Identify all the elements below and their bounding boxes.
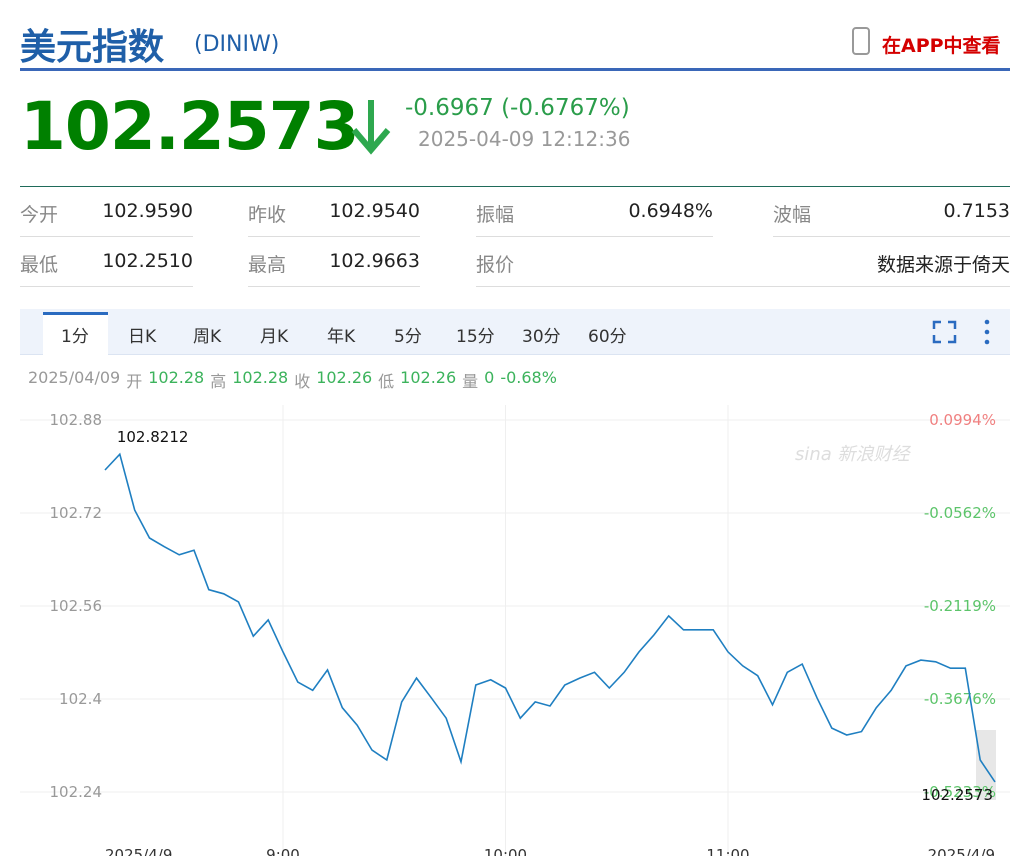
fullscreen-icon[interactable] bbox=[932, 320, 957, 344]
info-label: 开 bbox=[126, 372, 143, 391]
stat-value: 0.7153 bbox=[943, 200, 1010, 222]
y-tick-label: 102.4 bbox=[59, 690, 102, 708]
active-tab bbox=[43, 312, 108, 355]
info-label: 收 bbox=[294, 372, 311, 391]
phone-icon[interactable] bbox=[852, 27, 870, 55]
price-line bbox=[104, 452, 996, 783]
app-link[interactable]: 在APP中查看 bbox=[882, 35, 1001, 57]
y-tick-label: 102.56 bbox=[50, 597, 103, 615]
cell-rule bbox=[773, 236, 1010, 237]
y2-tick-label: -0.2119% bbox=[924, 597, 996, 615]
info-value: 0 bbox=[484, 368, 495, 387]
info-value: 102.28 bbox=[148, 368, 205, 387]
price: 102.2573 bbox=[20, 88, 360, 165]
x-tick-label: 10:00 bbox=[484, 846, 527, 856]
y-tick-label: 102.88 bbox=[50, 411, 103, 429]
tab[interactable]: 周K bbox=[193, 327, 222, 347]
stat-value: 102.2510 bbox=[102, 250, 193, 272]
info-value: 102.26 bbox=[316, 368, 373, 387]
title: 美元指数 bbox=[20, 27, 165, 68]
toolbar-icons bbox=[932, 319, 990, 345]
info-value: 102.26 bbox=[400, 368, 457, 387]
cursor-highlight bbox=[976, 730, 996, 800]
cell-rule bbox=[476, 236, 713, 237]
last-label: 102.2573 bbox=[921, 786, 993, 804]
y2-tick-label: -0.0562% bbox=[924, 504, 996, 522]
cell-rule bbox=[20, 286, 193, 287]
x-tick-label: 2025/4/9 bbox=[105, 846, 172, 856]
info-label: 低 bbox=[378, 372, 395, 391]
tab-bar bbox=[20, 309, 1010, 355]
stat-label: 最低 bbox=[20, 254, 59, 276]
stat-value: 0.6948% bbox=[628, 200, 713, 222]
tab[interactable]: 15分 bbox=[456, 327, 495, 347]
tab[interactable]: 年K bbox=[327, 327, 356, 347]
tab[interactable]: 60分 bbox=[588, 327, 627, 347]
stats-rule bbox=[20, 186, 1010, 187]
y2-tick-label: 0.0994% bbox=[929, 411, 996, 429]
x-tick-label: 2025/4/9 bbox=[928, 846, 995, 856]
tab[interactable]: 月K bbox=[260, 327, 289, 347]
y-tick-label: 102.72 bbox=[50, 504, 103, 522]
stat-value: 102.9540 bbox=[329, 200, 420, 222]
stat-value: 102.9590 bbox=[102, 200, 193, 222]
info-change: -0.68% bbox=[500, 368, 557, 387]
stat-label: 报价 bbox=[476, 254, 515, 276]
y2-tick-label: -0.5233% bbox=[924, 783, 996, 801]
quote-time: 2025-04-09 12:12:36 bbox=[418, 127, 631, 151]
stat-value: 数据来源于倚天 bbox=[876, 254, 1010, 276]
symbol-code: (DINIW) bbox=[194, 32, 280, 57]
header-rule bbox=[20, 68, 1010, 71]
x-tick-label: 11:00 bbox=[706, 846, 749, 856]
cell-rule bbox=[248, 286, 420, 287]
more-icon[interactable] bbox=[984, 319, 990, 345]
tab[interactable]: 日K bbox=[128, 327, 157, 347]
x-tick-label: 9:00 bbox=[266, 846, 300, 856]
max-label: 102.8212 bbox=[117, 428, 189, 446]
tab[interactable]: 30分 bbox=[522, 327, 561, 347]
info-label: 量 bbox=[462, 372, 479, 391]
info-label: 高 bbox=[210, 372, 227, 391]
info-value: 102.28 bbox=[232, 368, 289, 387]
y-tick-label: 102.24 bbox=[50, 783, 103, 801]
stat-label: 最高 bbox=[248, 254, 287, 276]
tab[interactable]: 5分 bbox=[394, 327, 422, 347]
y2-tick-label: -0.3676% bbox=[924, 690, 996, 708]
price-change: -0.6967 (-0.6767%) bbox=[405, 95, 630, 121]
stat-value: 102.9663 bbox=[329, 250, 420, 272]
info-date: 2025/04/09 bbox=[28, 368, 121, 387]
down-arrow bbox=[351, 100, 391, 155]
stat-label: 波幅 bbox=[773, 204, 812, 226]
watermark: sina 新浪财经 bbox=[795, 444, 912, 465]
stat-label: 昨收 bbox=[248, 204, 287, 226]
stat-label: 振幅 bbox=[476, 204, 515, 226]
tab[interactable]: 1分 bbox=[61, 327, 89, 347]
cell-rule bbox=[20, 236, 193, 237]
cell-rule bbox=[248, 236, 420, 237]
stat-label: 今开 bbox=[20, 204, 59, 226]
cell-rule bbox=[476, 286, 1010, 287]
